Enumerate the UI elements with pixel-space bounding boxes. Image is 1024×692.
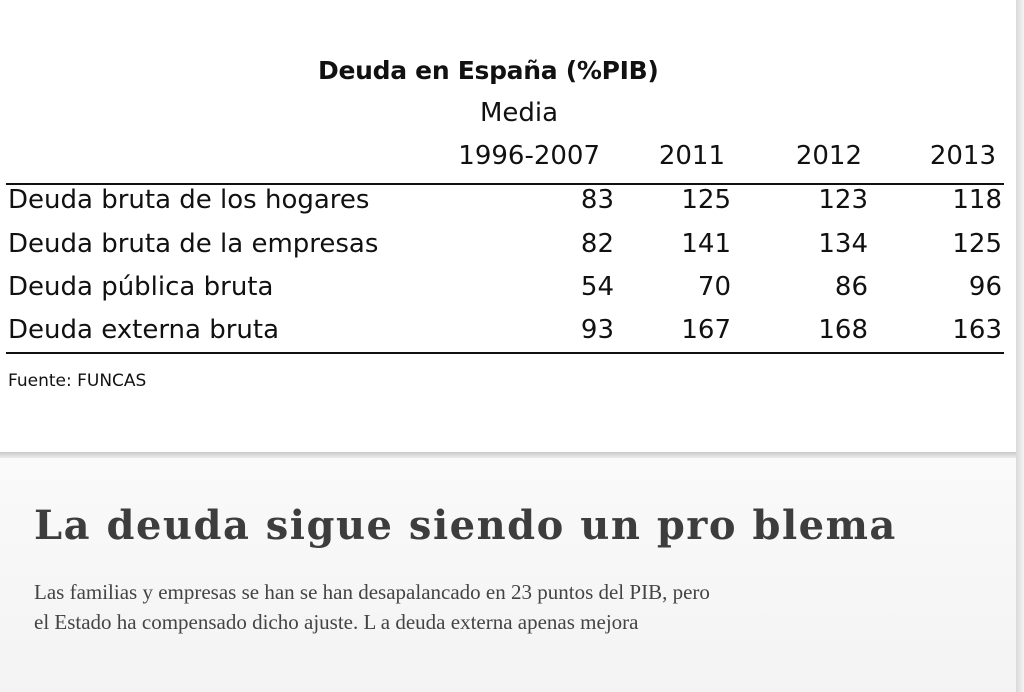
table-row: Deuda bruta de la empresas 82 141 134 12…: [0, 229, 1024, 272]
column-header-2013: 2013: [929, 141, 996, 171]
article-panel: [0, 458, 1016, 692]
table-cell: 125: [952, 229, 1002, 259]
table-cell: 82: [580, 229, 614, 259]
table-cell: 168: [818, 315, 868, 345]
table-cell: 93: [580, 315, 614, 345]
table-cell: 86: [834, 272, 868, 302]
row-label: Deuda externa bruta: [8, 315, 280, 345]
row-label: Deuda bruta de la empresas: [8, 229, 379, 259]
table-panel: Deuda en España (%PIB) Media 1996-2007 2…: [6, 56, 1004, 391]
column-header-media: Media: [480, 98, 559, 128]
table-title: Deuda en España (%PIB): [318, 56, 659, 85]
table-bottom-rule: [6, 352, 1004, 354]
row-label: Deuda pública bruta: [8, 272, 274, 302]
column-header-2011: 2011: [658, 141, 725, 171]
table-row: Deuda externa bruta 93 167 168 163: [0, 315, 1024, 358]
column-header-1996-2007: 1996-2007: [458, 141, 600, 171]
article-summary-line: el Estado ha compensado dicho ajuste. L …: [34, 610, 639, 634]
row-label: Deuda bruta de los hogares: [8, 185, 370, 215]
article-headline: La deuda sigue siendo un pro blema: [34, 502, 897, 549]
table-cell: 167: [681, 315, 731, 345]
table-top-rule: [6, 183, 1004, 185]
section-divider: [0, 452, 1018, 458]
source-note: Fuente: FUNCAS: [8, 371, 147, 391]
table-cell: 54: [580, 272, 614, 302]
table-cell: 118: [952, 185, 1002, 215]
table-row: Deuda bruta de los hogares 83 125 123 11…: [0, 185, 1024, 228]
table-cell: 96: [968, 272, 1002, 302]
column-header-2012: 2012: [795, 141, 862, 171]
table-cell: 125: [681, 185, 731, 215]
table-cell: 141: [681, 229, 731, 259]
article-summary: Las familias y empresas se han se han de…: [34, 577, 994, 637]
table-cell: 83: [580, 185, 614, 215]
table-cell: 70: [697, 272, 731, 302]
table-row: Deuda pública bruta 54 70 86 96: [0, 272, 1024, 315]
table-cell: 163: [952, 315, 1002, 345]
table-cell: 134: [818, 229, 868, 259]
page-edge: [1016, 0, 1024, 692]
table-cell: 123: [818, 185, 868, 215]
article-summary-line: Las familias y empresas se han se han de…: [34, 580, 710, 604]
